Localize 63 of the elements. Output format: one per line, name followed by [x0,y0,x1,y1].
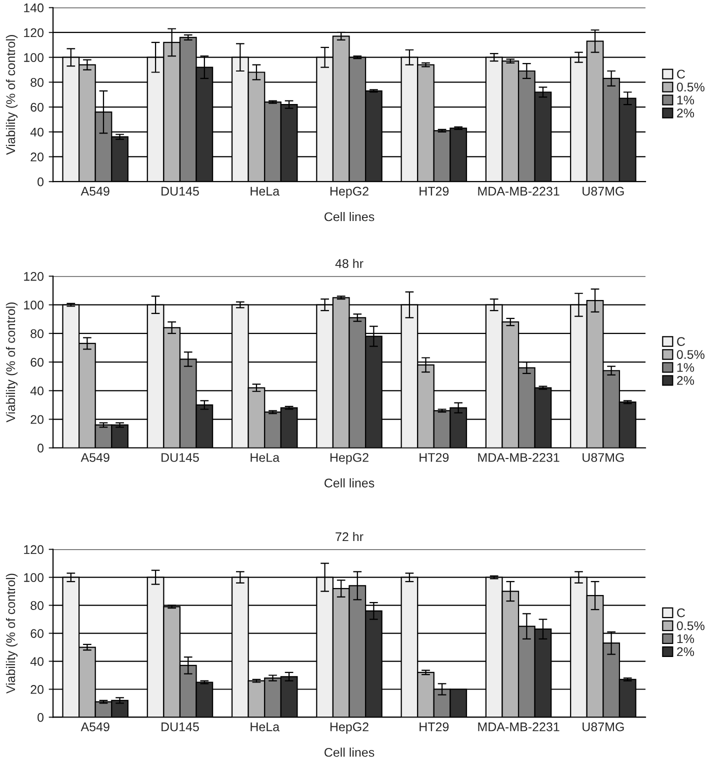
x-tick-label: U87MG [582,186,624,196]
y-tick-label: 40 [30,386,44,396]
y-tick-label: 140 [24,3,44,12]
legend-label: 1% [677,634,694,644]
x-tick-label: DU145 [162,453,199,462]
x-tick-label: A549 [80,722,110,732]
x-tick-label: MDA-MB-2231 [478,186,560,196]
y-tick-label: 100 [24,300,44,310]
y-tick-label: 20 [30,415,44,424]
y-tick-label: 40 [30,657,44,666]
x-tick-label: DU145 [162,186,199,196]
legend-label: 0.5% [676,82,704,92]
x-tick-label: HeLa [250,722,280,732]
y-axis-title: Viability (% of control) [6,574,18,694]
x-tick-label: HT29 [420,186,449,196]
x-tick-label: DU145 [162,722,199,732]
y-tick-label: 20 [30,685,44,694]
legend-label: 0.5% [676,621,704,630]
y-tick-label: 80 [30,601,44,610]
y-tick-label: 120 [24,545,44,554]
chart-title: 72 hr [336,532,364,542]
x-tick-label: U87MG [582,722,624,732]
y-tick-label: 120 [24,272,44,281]
legend-label: 1% [677,96,694,104]
x-tick-label: HepG2 [330,186,368,198]
x-tick-label: HepG2 [330,453,368,464]
legend-label: C [677,70,685,79]
legend-label: 0.5% [676,350,704,359]
x-axis-title: Cell lines [324,748,374,757]
x-tick-label: HT29 [420,722,449,732]
y-tick-label: 20 [30,152,44,162]
x-axis-title: Cell lines [324,212,374,222]
legend-label: C [677,608,685,618]
y-tick-label: 80 [30,329,44,338]
x-tick-label: HepG2 [330,722,368,734]
x-tick-label: MDA-MB-2231 [478,453,560,462]
x-tick-label: HeLa [250,453,280,462]
y-tick-label: 40 [30,128,44,137]
legend-label: 1% [677,363,694,372]
y-tick-label: 60 [30,358,44,367]
x-tick-label: U87MG [582,453,624,462]
y-tick-label: 0 [38,713,44,722]
chart-title: 48 hr [335,258,364,268]
x-tick-label: A549 [80,453,110,462]
x-tick-label: HT29 [420,453,449,462]
y-tick-label: 60 [30,629,44,638]
y-tick-label: 0 [38,444,44,453]
y-tick-label: 60 [30,102,44,112]
legend-label: C [677,337,685,346]
y-tick-label: 120 [24,28,44,38]
y-tick-label: 100 [24,573,44,582]
legend-label: 2% [677,108,694,118]
legend-label: 2% [677,647,694,656]
x-tick-label: HeLa [250,186,280,196]
x-tick-label: MDA-MB-2231 [478,722,560,732]
y-tick-label: 100 [24,53,44,62]
y-axis-title: Viability (% of control) [6,35,18,155]
y-tick-label: 80 [30,78,44,87]
y-tick-label: 0 [38,177,44,186]
legend-label: 2% [677,376,694,385]
x-axis-title: Cell lines [324,478,374,488]
x-tick-label: A549 [80,186,110,196]
y-axis-title: Viability (% of control) [6,302,18,422]
